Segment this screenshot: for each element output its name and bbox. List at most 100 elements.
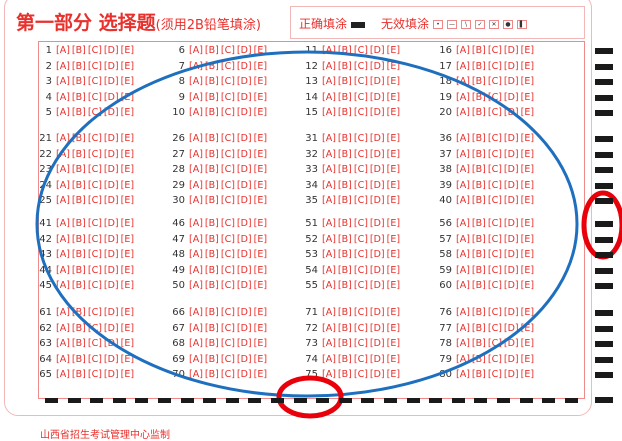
bubble-D[interactable]: [D] <box>236 338 252 349</box>
bubble-E[interactable]: [E] <box>520 249 535 260</box>
bubble-C[interactable]: [C] <box>87 148 102 160</box>
bubble-C[interactable]: [C] <box>220 322 235 334</box>
bubble-E[interactable]: [E] <box>520 91 535 103</box>
bubble-B[interactable]: [B] <box>71 91 86 103</box>
bubble-A[interactable]: [A] <box>456 107 470 118</box>
bubble-D[interactable]: [D] <box>103 264 119 276</box>
bubble-E[interactable]: [E] <box>253 91 268 103</box>
bubble-C[interactable]: [C] <box>353 369 368 380</box>
bubble-B[interactable]: [B] <box>337 233 352 245</box>
bubble-D[interactable]: [D] <box>369 338 385 349</box>
bubble-D[interactable]: [D] <box>103 179 119 191</box>
bubble-C[interactable]: [C] <box>220 264 235 276</box>
bubble-D[interactable]: [D] <box>236 322 252 334</box>
bubble-D[interactable]: [D] <box>369 369 385 380</box>
bubble-B[interactable]: [B] <box>471 307 486 318</box>
bubble-B[interactable]: [B] <box>71 133 86 144</box>
bubble-B[interactable]: [B] <box>71 307 86 318</box>
bubble-A[interactable]: [A] <box>189 249 203 260</box>
bubble-C[interactable]: [C] <box>87 107 102 118</box>
bubble-C[interactable]: [C] <box>220 148 235 160</box>
bubble-B[interactable]: [B] <box>471 91 486 103</box>
bubble-C[interactable]: [C] <box>87 264 102 276</box>
bubble-A[interactable]: [A] <box>189 45 203 56</box>
bubble-D[interactable]: [D] <box>369 322 385 334</box>
bubble-D[interactable]: [D] <box>503 179 519 191</box>
bubble-C[interactable]: [C] <box>487 264 502 276</box>
bubble-A[interactable]: [A] <box>456 164 470 175</box>
bubble-E[interactable]: [E] <box>520 218 535 229</box>
bubble-A[interactable]: [A] <box>456 148 470 160</box>
bubble-C[interactable]: [C] <box>487 369 502 380</box>
bubble-C[interactable]: [C] <box>87 45 102 56</box>
bubble-A[interactable]: [A] <box>322 233 336 245</box>
bubble-C[interactable]: [C] <box>353 76 368 87</box>
bubble-C[interactable]: [C] <box>487 76 502 87</box>
bubble-E[interactable]: [E] <box>120 133 135 144</box>
bubble-E[interactable]: [E] <box>520 307 535 318</box>
bubble-C[interactable]: [C] <box>487 307 502 318</box>
bubble-A[interactable]: [A] <box>189 307 203 318</box>
bubble-E[interactable]: [E] <box>253 307 268 318</box>
bubble-A[interactable]: [A] <box>56 218 70 229</box>
bubble-B[interactable]: [B] <box>337 218 352 229</box>
bubble-B[interactable]: [B] <box>337 369 352 380</box>
bubble-E[interactable]: [E] <box>120 76 135 87</box>
bubble-A[interactable]: [A] <box>189 353 203 365</box>
bubble-C[interactable]: [C] <box>353 60 368 72</box>
bubble-A[interactable]: [A] <box>56 280 70 291</box>
bubble-C[interactable]: [C] <box>353 264 368 276</box>
bubble-A[interactable]: [A] <box>456 45 470 56</box>
bubble-C[interactable]: [C] <box>87 369 102 380</box>
bubble-C[interactable]: [C] <box>220 233 235 245</box>
bubble-C[interactable]: [C] <box>353 45 368 56</box>
bubble-E[interactable]: [E] <box>386 264 401 276</box>
bubble-C[interactable]: [C] <box>487 353 502 365</box>
bubble-B[interactable]: [B] <box>204 148 219 160</box>
bubble-A[interactable]: [A] <box>322 60 336 72</box>
bubble-D[interactable]: [D] <box>503 353 519 365</box>
bubble-A[interactable]: [A] <box>456 322 470 334</box>
bubble-D[interactable]: [D] <box>103 45 119 56</box>
bubble-D[interactable]: [D] <box>236 249 252 260</box>
bubble-A[interactable]: [A] <box>189 76 203 87</box>
bubble-E[interactable]: [E] <box>120 233 135 245</box>
bubble-A[interactable]: [A] <box>56 164 70 175</box>
bubble-E[interactable]: [E] <box>253 76 268 87</box>
bubble-D[interactable]: [D] <box>369 107 385 118</box>
bubble-B[interactable]: [B] <box>71 233 86 245</box>
bubble-D[interactable]: [D] <box>503 338 519 349</box>
bubble-E[interactable]: [E] <box>386 322 401 334</box>
bubble-A[interactable]: [A] <box>322 195 336 206</box>
bubble-B[interactable]: [B] <box>204 76 219 87</box>
bubble-D[interactable]: [D] <box>503 164 519 175</box>
bubble-B[interactable]: [B] <box>337 133 352 144</box>
bubble-B[interactable]: [B] <box>71 164 86 175</box>
bubble-B[interactable]: [B] <box>71 369 86 380</box>
bubble-A[interactable]: [A] <box>56 307 70 318</box>
bubble-A[interactable]: [A] <box>56 338 70 349</box>
bubble-B[interactable]: [B] <box>337 338 352 349</box>
bubble-A[interactable]: [A] <box>456 91 470 103</box>
bubble-C[interactable]: [C] <box>220 249 235 260</box>
bubble-E[interactable]: [E] <box>386 148 401 160</box>
bubble-E[interactable]: [E] <box>520 338 535 349</box>
bubble-A[interactable]: [A] <box>456 76 470 87</box>
bubble-B[interactable]: [B] <box>471 164 486 175</box>
bubble-A[interactable]: [A] <box>456 179 470 191</box>
bubble-E[interactable]: [E] <box>520 60 535 72</box>
bubble-C[interactable]: [C] <box>353 322 368 334</box>
bubble-D[interactable]: [D] <box>369 218 385 229</box>
bubble-D[interactable]: [D] <box>369 91 385 103</box>
bubble-B[interactable]: [B] <box>204 60 219 72</box>
bubble-A[interactable]: [A] <box>456 369 470 380</box>
bubble-A[interactable]: [A] <box>189 338 203 349</box>
bubble-B[interactable]: [B] <box>204 338 219 349</box>
bubble-C[interactable]: [C] <box>353 164 368 175</box>
bubble-B[interactable]: [B] <box>471 264 486 276</box>
bubble-E[interactable]: [E] <box>253 322 268 334</box>
bubble-D[interactable]: [D] <box>103 76 119 87</box>
bubble-E[interactable]: [E] <box>120 107 135 118</box>
bubble-C[interactable]: [C] <box>487 322 502 334</box>
bubble-B[interactable]: [B] <box>71 60 86 72</box>
